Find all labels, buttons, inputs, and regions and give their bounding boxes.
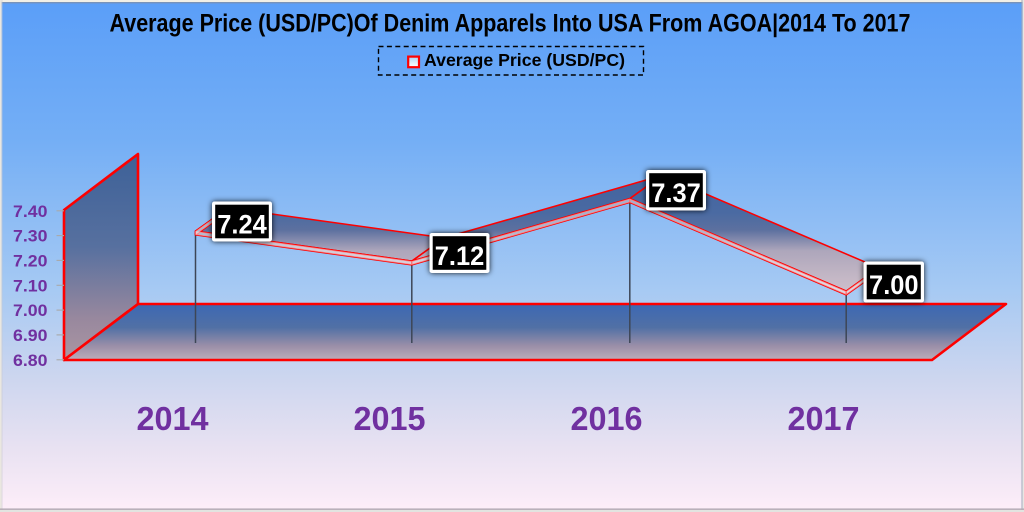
svg-text:7.00: 7.00 xyxy=(869,270,919,300)
svg-text:7.10: 7.10 xyxy=(13,277,48,295)
svg-text:Average Price (USD/PC)Of Denim: Average Price (USD/PC)Of Denim Apparels … xyxy=(110,10,911,38)
svg-text:7.24: 7.24 xyxy=(217,209,267,239)
svg-text:7.40: 7.40 xyxy=(13,203,48,221)
svg-text:7.20: 7.20 xyxy=(13,252,48,270)
svg-text:6.90: 6.90 xyxy=(13,327,48,345)
svg-text:7.30: 7.30 xyxy=(13,228,48,246)
svg-text:Average Price (USD/PC): Average Price (USD/PC) xyxy=(424,50,625,70)
svg-text:2015: 2015 xyxy=(354,401,426,438)
svg-text:2016: 2016 xyxy=(571,401,643,438)
svg-text:7.37: 7.37 xyxy=(651,178,701,208)
svg-text:7.12: 7.12 xyxy=(435,241,485,271)
svg-text:6.80: 6.80 xyxy=(13,352,48,370)
svg-text:7.00: 7.00 xyxy=(13,302,48,320)
svg-text:2017: 2017 xyxy=(788,401,860,438)
svg-text:2014: 2014 xyxy=(137,401,209,438)
